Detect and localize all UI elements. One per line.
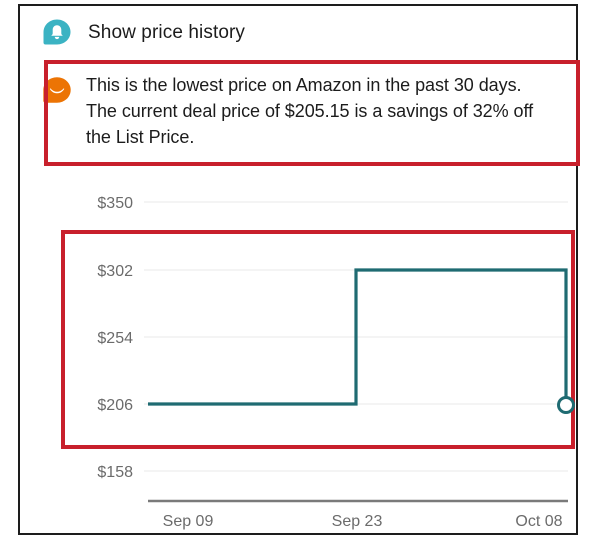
y-tick-302: $302 [97,263,133,280]
x-tick-sep-23: Sep 23 [332,513,383,530]
y-tick-350: $350 [97,195,133,212]
page-title: Show price history [88,22,246,43]
y-tick-206: $206 [97,397,133,414]
price-history-chart: $350 $302 $254 $206 $158 Sep 09 Sep 23 O… [20,171,576,533]
show-price-history-header[interactable]: Show price history [42,18,245,48]
amazon-smile-icon [42,76,72,106]
bell-icon [42,18,72,48]
x-tick-oct-08: Oct 08 [515,513,562,530]
y-tick-254: $254 [97,330,133,347]
y-tick-158: $158 [97,464,133,481]
current-price-marker [557,396,575,414]
x-tick-sep-09: Sep 09 [163,513,214,530]
message-body: This is the lowest price on Amazon in th… [86,75,534,147]
price-history-card: Show price history This is the lowest pr… [18,4,580,535]
lowest-price-message: This is the lowest price on Amazon in th… [42,72,562,150]
price-history-line [148,268,568,406]
